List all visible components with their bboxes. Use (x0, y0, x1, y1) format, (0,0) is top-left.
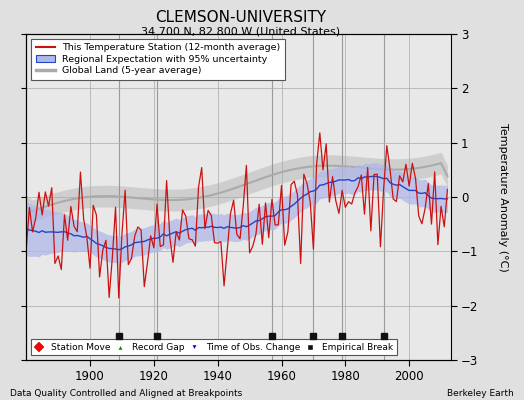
Text: CLEMSON-UNIVERSITY: CLEMSON-UNIVERSITY (156, 10, 326, 25)
Y-axis label: Temperature Anomaly (°C): Temperature Anomaly (°C) (498, 123, 508, 271)
Text: Data Quality Controlled and Aligned at Breakpoints: Data Quality Controlled and Aligned at B… (10, 389, 243, 398)
Text: 34.700 N, 82.800 W (United States): 34.700 N, 82.800 W (United States) (141, 26, 341, 36)
Legend: Station Move, Record Gap, Time of Obs. Change, Empirical Break: Station Move, Record Gap, Time of Obs. C… (31, 339, 397, 356)
Text: Berkeley Earth: Berkeley Earth (447, 389, 514, 398)
